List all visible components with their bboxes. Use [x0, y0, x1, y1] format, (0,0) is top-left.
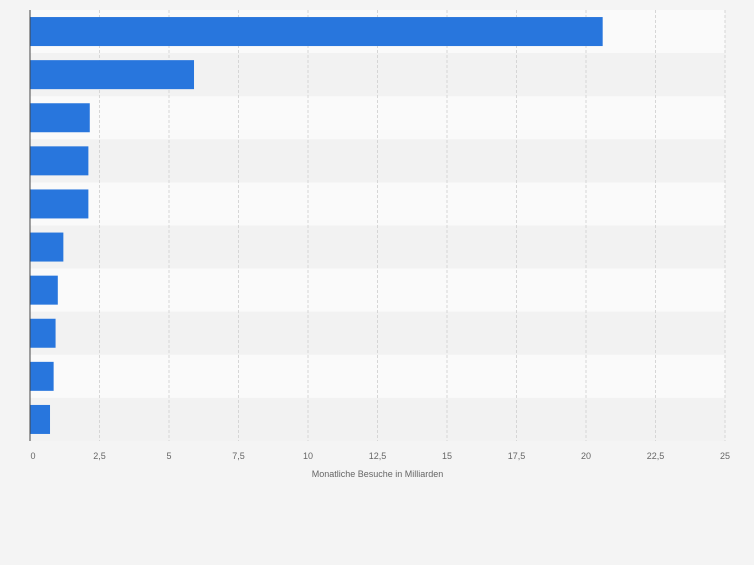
row-band	[30, 397, 725, 441]
bars	[30, 17, 603, 434]
bar	[30, 318, 56, 348]
x-tick-labels: 0 2,5 5 7,5 10 12,5 15 17,5 20 22,5 25	[30, 451, 730, 461]
bar	[30, 404, 51, 434]
bar	[30, 361, 54, 391]
x-tick-label: 20	[581, 451, 591, 461]
bar	[30, 189, 89, 219]
x-tick-label: 7,5	[232, 451, 245, 461]
x-tick-label: 10	[303, 451, 313, 461]
x-axis-label: Monatliche Besuche in Milliarden	[312, 469, 444, 479]
x-tick-label: 12,5	[369, 451, 387, 461]
x-tick-label: 15	[442, 451, 452, 461]
bar	[30, 232, 64, 262]
x-tick-label: 25	[720, 451, 730, 461]
x-tick-label: 0	[30, 451, 35, 461]
bar	[30, 17, 603, 47]
bar	[30, 103, 90, 133]
bar	[30, 60, 195, 90]
row-band	[30, 311, 725, 355]
x-tick-label: 22,5	[647, 451, 665, 461]
x-tick-label: 17,5	[508, 451, 526, 461]
x-tick-label: 2,5	[93, 451, 106, 461]
bar	[30, 275, 58, 305]
bar	[30, 146, 89, 176]
row-band	[30, 182, 725, 226]
x-tick-label: 5	[166, 451, 171, 461]
